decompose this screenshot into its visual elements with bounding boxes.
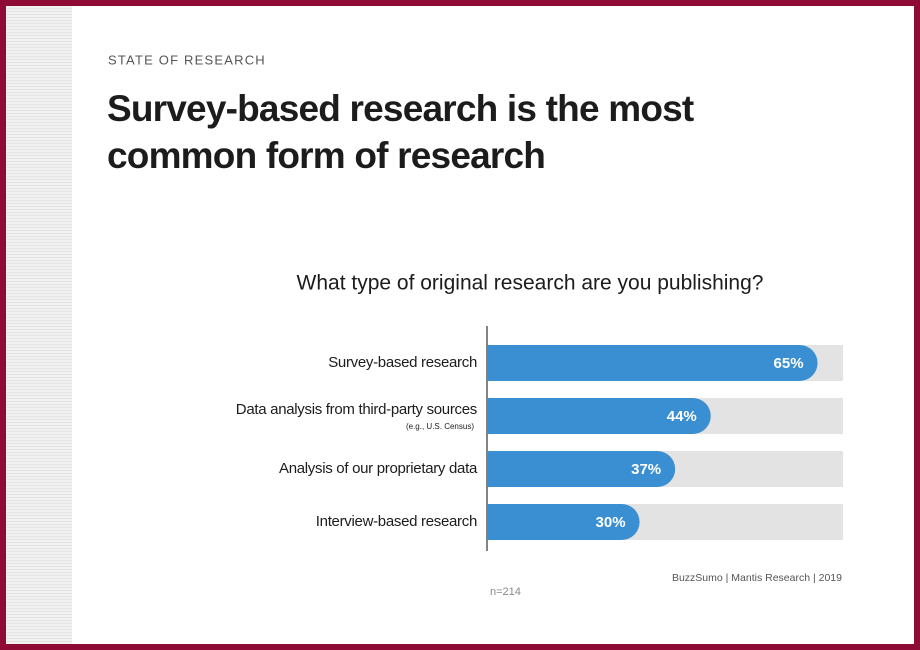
category-label: Survey-based research [328, 354, 477, 371]
bar [487, 345, 818, 381]
eyebrow: STATE OF RESEARCH [108, 52, 266, 67]
chart-title: What type of original research are you p… [297, 272, 764, 295]
value-label: 30% [596, 514, 626, 531]
chart: STATE OF RESEARCH Survey-based research … [107, 52, 843, 598]
category-label: Interview-based research [316, 513, 477, 530]
value-label: 44% [667, 408, 697, 425]
category-label: Data analysis from third-party sources [236, 401, 477, 418]
page-title: Survey-based research is the most [107, 88, 694, 129]
value-label: 65% [774, 355, 804, 372]
page-title: common form of research [107, 135, 545, 176]
note: n=214 [490, 586, 521, 598]
source: BuzzSumo | Mantis Research | 2019 [672, 572, 842, 584]
category-note: (e.g., U.S. Census) [406, 422, 474, 431]
value-label: 37% [631, 461, 661, 478]
bar [487, 398, 711, 434]
bar [487, 451, 676, 487]
category-label: Analysis of our proprietary data [279, 460, 478, 477]
bar [487, 504, 640, 540]
side-strip [6, 6, 72, 644]
